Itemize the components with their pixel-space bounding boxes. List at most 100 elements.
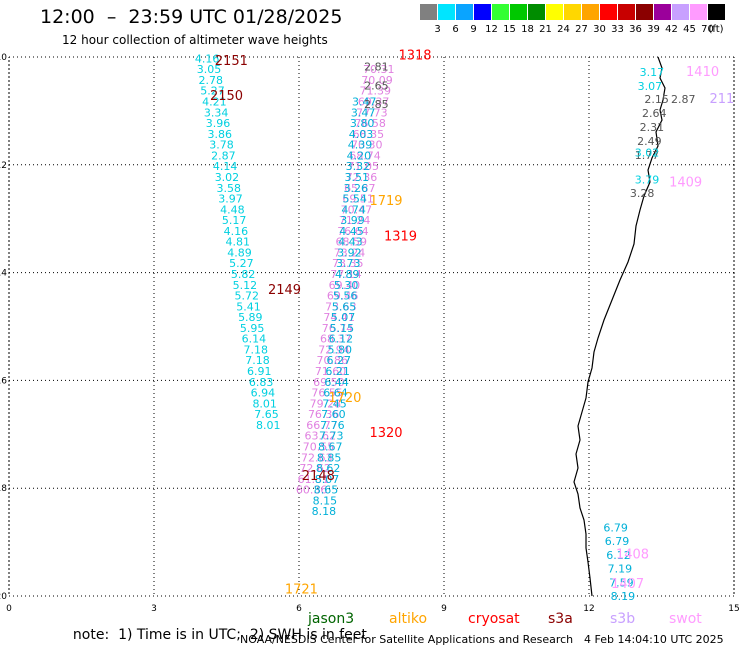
lat-tick-label: -14 <box>0 269 7 279</box>
wave-height-value: 73.35 <box>332 257 364 270</box>
color-scale-tick: 27 <box>575 24 588 35</box>
wave-height-value: 8.07 <box>315 473 340 486</box>
wave-height-value: 8.67 <box>318 440 343 453</box>
wave-height-value: 68.35 <box>353 128 385 141</box>
wave-height-value: 8.18 <box>312 505 337 518</box>
wave-height-value: 6.79 <box>605 535 630 548</box>
wave-height-value: 5.30 <box>334 279 359 292</box>
wave-height-value: 70.31 <box>363 63 395 76</box>
wave-height-value: 61.31 <box>298 473 330 486</box>
track-label: 2151 <box>215 54 248 69</box>
track-label: 2148 <box>302 469 335 484</box>
track-label: 1721 <box>285 582 318 597</box>
lon-tick-label: 9 <box>441 604 447 614</box>
mission-legend-item: swot <box>669 611 702 627</box>
wave-height-value: 2.87 <box>211 149 236 162</box>
wave-height-value: 4.48 <box>220 203 245 216</box>
wave-height-value: 73.24 <box>334 246 366 259</box>
lat-tick-label: -12 <box>0 161 7 171</box>
wave-height-value: 8.01 <box>252 397 277 410</box>
mission-legend-item: jason3 <box>308 611 355 627</box>
wave-height-value: 3.17 <box>640 66 665 79</box>
wave-height-value: 2.78 <box>199 74 224 87</box>
color-scale-tick: 70 <box>701 24 714 35</box>
wave-height-value: 5.89 <box>238 311 263 324</box>
wave-height-value: 4.03 <box>349 128 374 141</box>
color-swatch <box>708 4 725 20</box>
wave-height-value: 72.94 <box>318 343 350 356</box>
wave-height-value: 1.77 <box>635 149 660 162</box>
wave-height-value: 4.89 <box>227 246 252 259</box>
wave-height-value: 3.96 <box>206 117 231 130</box>
color-scale-tick: 21 <box>539 24 552 35</box>
wave-height-value: 6.91 <box>247 365 272 378</box>
lon-tick-label: 3 <box>151 604 157 614</box>
map-title: 12:00 – 23:59 UTC 01/28/2025 <box>40 6 343 28</box>
wave-height-value: 71.05 <box>348 160 380 173</box>
wave-height-value: 7.18 <box>245 354 270 367</box>
wave-height-value: 69.40 <box>329 279 361 292</box>
wave-height-value: 3.02 <box>635 147 660 160</box>
wave-height-value: 73.63 <box>325 300 357 313</box>
track-label: 211 <box>710 92 735 107</box>
wave-height-value: 70.55 <box>303 440 335 453</box>
color-scale-tick: 6 <box>452 24 459 35</box>
wave-height-value: 66.77 <box>306 419 338 432</box>
wave-height-value: 74.41 <box>323 311 355 324</box>
wave-height-value: 8.19 <box>611 590 636 603</box>
mission-legend-item: cryosat <box>468 611 520 627</box>
color-swatch <box>672 4 689 20</box>
mission-legend-item: altiko <box>389 611 428 627</box>
wave-height-value: 72.62 <box>299 462 331 475</box>
wave-height-value: 6.12 <box>606 549 631 562</box>
wave-height-value: 3.32 <box>346 160 371 173</box>
wave-height-value: 4.16 <box>224 225 249 238</box>
lon-tick-label: 15 <box>728 604 739 614</box>
wave-height-value: 5.07 <box>331 311 356 324</box>
note-text: note: 1) Time is in UTC; 2) SWH is in fe… <box>72 627 367 643</box>
wave-height-value: 7.76 <box>320 419 345 432</box>
wave-height-value: 5.54 <box>342 193 367 206</box>
wave-height-value: 6.14 <box>242 333 267 346</box>
wave-height-value: 69.46 <box>327 290 359 303</box>
wave-height-value: 3.34 <box>204 106 229 119</box>
wave-height-value: 5.72 <box>234 290 259 303</box>
color-scale-tick: 18 <box>521 24 534 35</box>
mission-legend-item: s3b <box>610 611 636 627</box>
wave-height-value: 3.79 <box>635 174 660 187</box>
credit-text: NOAA/NESDIS Center for Satellite Applica… <box>240 633 574 646</box>
wave-height-value: 6.83 <box>249 376 274 389</box>
wave-height-value: 76.36 <box>308 408 340 421</box>
wave-height-value: 8.15 <box>313 494 338 507</box>
wave-height-value: 8.85 <box>317 451 342 464</box>
wave-height-value: 6.79 <box>603 521 628 534</box>
wave-height-value: 2.87 <box>671 93 696 106</box>
wave-height-value: 2.31 <box>640 121 665 134</box>
color-scale-tick: 45 <box>683 24 696 35</box>
lat-tick-label: -16 <box>0 376 7 386</box>
wave-height-value: 3.05 <box>197 63 222 76</box>
coastline <box>573 56 666 597</box>
wave-height-value: 7.45 <box>322 397 347 410</box>
track-label: 1720 <box>328 391 361 406</box>
mission-legend-item: s3a <box>548 611 573 627</box>
wave-height-value: 2.49 <box>637 135 662 148</box>
map-grid <box>8 56 735 597</box>
wave-height-value: 5.95 <box>240 322 265 335</box>
track-label: 1318 <box>398 49 431 64</box>
wave-height-value: 4.45 <box>339 225 364 238</box>
wave-height-value: 6.94 <box>251 387 276 400</box>
wave-height-value: 7.18 <box>243 343 268 356</box>
color-swatch <box>510 4 527 20</box>
wave-height-value: 69.37 <box>358 96 390 109</box>
wave-height-value: 2.81 <box>364 60 389 73</box>
color-scale-tick: 30 <box>593 24 606 35</box>
color-scale-tick: 15 <box>503 24 516 35</box>
wave-height-value: 6.44 <box>324 376 349 389</box>
color-scale-tick: 24 <box>557 24 570 35</box>
wave-height-value: 4.20 <box>347 149 372 162</box>
color-scale-tick: 9 <box>470 24 477 35</box>
color-swatch <box>528 4 545 20</box>
wave-height-value: 5.27 <box>200 85 225 98</box>
color-swatch <box>582 4 599 20</box>
